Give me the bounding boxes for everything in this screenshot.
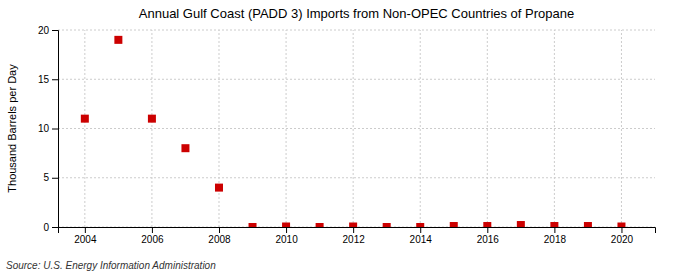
y-axis-title: Thousand Barrels per Day [6, 64, 18, 193]
title: Annual Gulf Coast (PADD 3) Imports from … [139, 6, 574, 21]
point [114, 36, 122, 44]
grid-line-y [58, 30, 655, 31]
x-axis-tick-label: 2016 [477, 234, 500, 245]
grid-line-y [58, 79, 655, 80]
y-axis-line [52, 31, 59, 228]
x-axis-tick: 2010 [275, 227, 298, 245]
y-axis-tick-mark [52, 30, 58, 31]
point [483, 222, 491, 227]
x-axis-tick: 2008 [208, 227, 231, 245]
x-axis-tick-label: 2020 [611, 234, 634, 245]
source: Source: U.S. Energy Information Administ… [6, 260, 216, 271]
x-axis-tick-label: 2008 [208, 234, 231, 245]
grid-line-x [353, 30, 354, 227]
x-axis-tick: 2012 [343, 227, 366, 245]
x-axis-tick-mark [621, 227, 622, 233]
y-axis-tick-mark [52, 129, 58, 130]
point [148, 115, 156, 123]
point [215, 184, 223, 192]
x-axis-tick: 2006 [141, 227, 164, 245]
x-axis-tick-mark [420, 227, 421, 233]
x-axis-tick-mark [286, 227, 287, 233]
x-axis-tick-label: 2004 [74, 234, 97, 245]
x-axis-tick-mark [554, 227, 555, 233]
point [550, 222, 558, 227]
x-axis-line [59, 228, 656, 234]
x-axis-tick: 2016 [477, 227, 500, 245]
x-axis: 2004 2006 2008 2010 2012 2014 2016 2018 2020 [59, 227, 656, 245]
point [517, 221, 525, 227]
y-axis-tick-mark [52, 79, 58, 80]
y-axis-tick: 10 [38, 123, 58, 134]
y-axis-tick-label: 0 [43, 222, 49, 233]
grid [58, 30, 655, 227]
y-axis-tick-mark [52, 178, 58, 179]
grid-line-x [84, 30, 85, 227]
grid-line-y [58, 128, 655, 129]
x-axis-tick-label: 2006 [141, 234, 164, 245]
x-axis-tick-label: 2014 [410, 234, 433, 245]
chart-svg: 2004 2006 2008 2010 2012 2014 2016 2018 2020 0 5 10… [0, 0, 675, 275]
points [81, 36, 626, 227]
y-axis-tick-label: 20 [38, 25, 50, 36]
x-axis-tick-mark [353, 227, 354, 233]
x-axis-tick: 2020 [611, 227, 634, 245]
point [316, 223, 324, 227]
point [249, 223, 257, 227]
y-axis-tick-label: 5 [43, 172, 49, 183]
x-axis-tick-mark [487, 227, 488, 233]
y-axis-tick-mark [52, 227, 58, 228]
x-axis-tick-mark [85, 227, 86, 233]
x-axis-tick-mark [219, 227, 220, 233]
point [349, 223, 357, 227]
y-axis-tick-label: 10 [38, 123, 50, 134]
point [282, 223, 290, 227]
grid-line-x [621, 30, 622, 227]
point [81, 115, 89, 123]
x-axis-tick: 2014 [410, 227, 433, 245]
x-axis-tick-mark [152, 227, 153, 233]
point [617, 223, 625, 227]
chart-container: 2004 2006 2008 2010 2012 2014 2016 2018 2020 0 5 10… [0, 0, 675, 275]
y-axis-tick: 20 [38, 25, 58, 36]
point [584, 222, 592, 227]
y-axis-tick: 15 [38, 74, 58, 85]
x-axis-tick: 2004 [74, 227, 97, 245]
x-axis-tick: 2018 [544, 227, 567, 245]
point [450, 222, 458, 227]
point [181, 144, 189, 152]
point [383, 223, 391, 227]
y-axis-tick-label: 15 [38, 74, 50, 85]
grid-line-y [58, 177, 655, 178]
point [416, 223, 424, 227]
y-axis: 0 5 10 15 20 [38, 25, 59, 233]
x-axis-tick-label: 2018 [544, 234, 567, 245]
y-axis-tick: 5 [43, 172, 58, 183]
x-axis-tick-label: 2012 [343, 234, 366, 245]
x-axis-tick-label: 2010 [275, 234, 298, 245]
y-axis-tick: 0 [43, 222, 58, 233]
